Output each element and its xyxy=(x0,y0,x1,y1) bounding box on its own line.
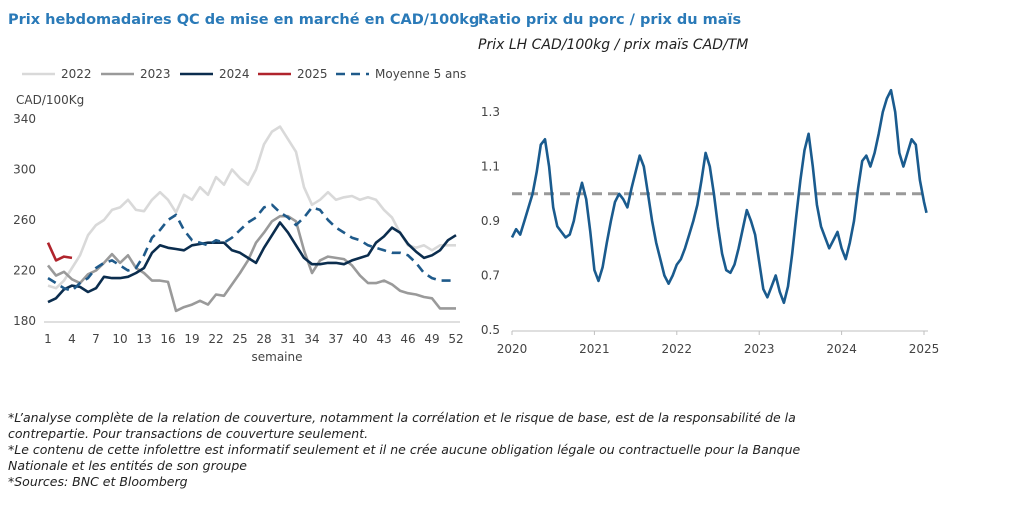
legend-label-2022: 2022 xyxy=(61,67,92,81)
footnotes: *L’analyse complète de la relation de co… xyxy=(8,410,828,490)
legend-label-2025: 2025 xyxy=(297,67,328,81)
y-tick-label: 220 xyxy=(13,264,36,278)
x-tick-label: 1 xyxy=(44,332,52,346)
ratio-x-tick-label: 2022 xyxy=(662,342,693,356)
x-tick-label: 34 xyxy=(304,332,319,346)
x-tick-label: 19 xyxy=(184,332,199,346)
ratio-y-tick-label: 0.7 xyxy=(481,269,500,283)
series-line-ratio xyxy=(510,88,928,305)
y-tick-label: 180 xyxy=(13,314,36,328)
footnote-hedging: *L’analyse complète de la relation de co… xyxy=(8,410,796,441)
series-line-2022 xyxy=(47,125,456,290)
ratio-y-tick-label: 1.1 xyxy=(481,160,500,174)
series-line-2023 xyxy=(46,214,456,313)
x-tick-label: 28 xyxy=(256,332,271,346)
charts-canvas: 2022 2023 2024 2025 Moyenne 5 ans CAD/100Kg 18… xyxy=(13,67,940,364)
x-tick-label: 49 xyxy=(424,332,439,346)
ratio-y-tick-label: 0.5 xyxy=(481,323,500,337)
ratio-x-tick-label: 2024 xyxy=(826,342,857,356)
hog-corn-ratio-chart: 0.5 0.7 0.9 1.1 1.3 2020 2021 2022 2023 2024 2025 xyxy=(481,88,940,356)
ratio-x-tick-label: 2025 xyxy=(909,342,940,356)
x-tick-label: 37 xyxy=(328,332,343,346)
y-tick-label: 260 xyxy=(13,213,36,227)
footnote-disclaimer: *Le contenu de cette infolettre est info… xyxy=(8,442,801,473)
ratio-x-tick-label: 2023 xyxy=(744,342,775,356)
ratio-y-tick-label: 0.9 xyxy=(481,214,500,228)
legend-label-moyenne-5-ans: Moyenne 5 ans xyxy=(375,67,466,81)
ratio-y-tick-label: 1.3 xyxy=(481,105,500,119)
x-tick-label: 43 xyxy=(376,332,391,346)
right-chart-subtitle: Prix LH CAD/100kg / prix maïs CAD/TM xyxy=(478,37,749,53)
x-tick-label: 13 xyxy=(136,332,151,346)
x-axis-label: semaine xyxy=(252,350,303,364)
series-line-moyenne-5-ans xyxy=(47,203,456,293)
footnote-sources: *Sources: BNC et Bloomberg xyxy=(8,474,188,489)
x-tick-label: 46 xyxy=(400,332,415,346)
series-line-2024 xyxy=(47,221,457,304)
y-tick-label: 340 xyxy=(13,112,36,126)
x-tick-label: 25 xyxy=(232,332,247,346)
y-axis-label: CAD/100Kg xyxy=(16,93,84,107)
left-chart-title: Prix hebdomadaires QC de mise en marché … xyxy=(8,12,480,28)
x-tick-label: 52 xyxy=(448,332,463,346)
y-tick-label: 300 xyxy=(13,163,36,177)
weekly-price-chart: 2022 2023 2024 2025 Moyenne 5 ans CAD/100Kg 18… xyxy=(13,67,466,364)
x-tick-label: 40 xyxy=(352,332,367,346)
x-tick-label: 22 xyxy=(208,332,223,346)
x-tick-label: 4 xyxy=(68,332,76,346)
right-chart-title: Ratio prix du porc / prix du maïs xyxy=(478,12,742,28)
ratio-x-tick-label: 2021 xyxy=(579,342,610,356)
x-tick-label: 10 xyxy=(112,332,127,346)
series-line-2025 xyxy=(46,242,73,262)
legend-label-2023: 2023 xyxy=(140,67,171,81)
x-tick-label: 7 xyxy=(92,332,100,346)
x-tick-label: 16 xyxy=(160,332,175,346)
legend-label-2024: 2024 xyxy=(219,67,250,81)
ratio-x-tick-label: 2020 xyxy=(497,342,528,356)
x-tick-label: 31 xyxy=(280,332,295,346)
